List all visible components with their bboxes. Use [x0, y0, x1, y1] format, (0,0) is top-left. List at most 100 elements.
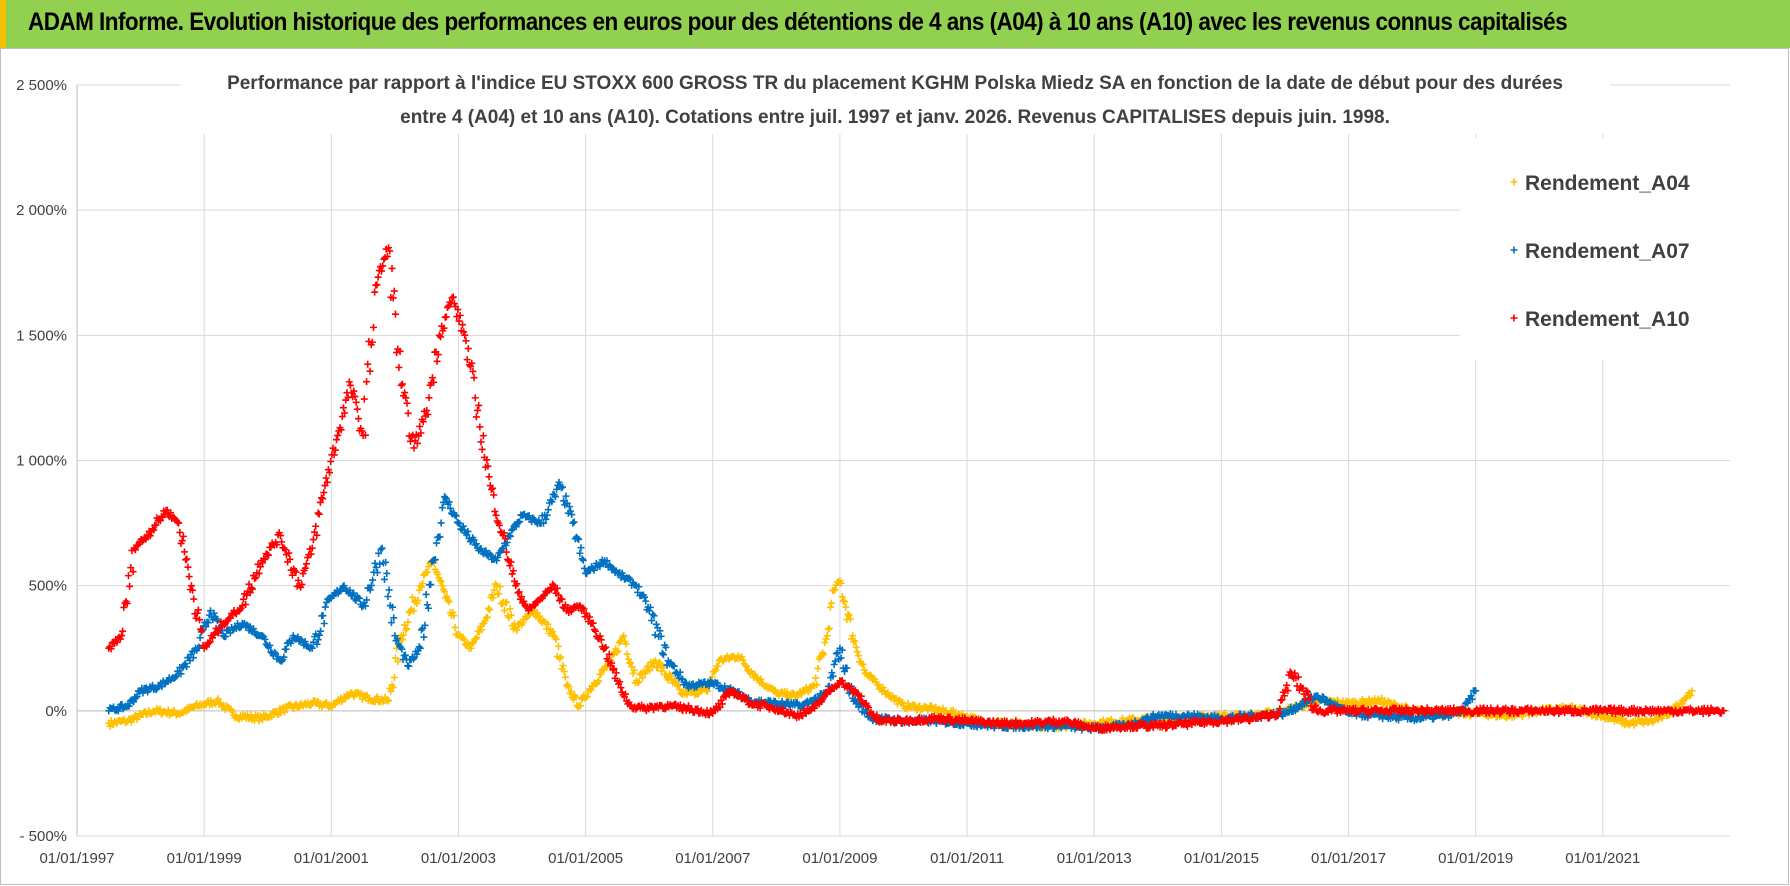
data-points [105, 244, 1728, 735]
data-point-interp [525, 512, 533, 520]
data-point-interp [814, 664, 822, 672]
x-tick-label: 01/01/2007 [675, 850, 750, 867]
data-point-interp [330, 451, 338, 459]
data-point-interp [421, 621, 429, 629]
data-point [474, 406, 482, 414]
data-point-interp [512, 523, 520, 531]
data-point-interp [1280, 692, 1288, 700]
data-point-interp [358, 603, 366, 611]
data-point-interp [333, 436, 341, 444]
data-point-interp [670, 662, 678, 670]
data-point-interp [280, 708, 288, 716]
data-point-interp [373, 569, 381, 577]
data-point-interp [567, 687, 575, 695]
data-point-interp [242, 601, 250, 608]
data-point-interp [460, 636, 468, 644]
data-point-interp [210, 609, 218, 617]
data-point-interp [596, 632, 604, 640]
data-point-interp [603, 557, 611, 565]
data-point-interp [393, 349, 401, 357]
data-point-interp [174, 518, 182, 526]
data-point-interp [150, 526, 158, 534]
data-point-interp [483, 613, 491, 621]
x-tick-label: 01/01/2015 [1184, 850, 1259, 867]
data-point [308, 644, 316, 652]
data-point-interp [1107, 715, 1115, 723]
data-point-interp [602, 643, 610, 651]
data-point-interp [113, 638, 121, 646]
data-point-interp [610, 665, 618, 673]
data-point [308, 544, 316, 552]
chart-frame [0, 48, 1789, 885]
data-point-interp [674, 682, 682, 690]
data-point-interp [309, 638, 317, 646]
x-tick-label: 01/01/2013 [1057, 850, 1132, 867]
data-point-interp [189, 654, 197, 662]
data-point-interp [1276, 705, 1284, 713]
data-point-interp [492, 511, 500, 519]
data-point-interp [873, 711, 881, 719]
data-point-interp [616, 678, 624, 686]
data-point-interp [469, 367, 477, 375]
data-point-interp [391, 654, 399, 662]
data-point-interp [1278, 696, 1286, 704]
data-point-interp [605, 650, 613, 658]
data-point [493, 557, 501, 565]
title-banner: ADAM Informe. Evolution historique des p… [0, 0, 1790, 48]
data-point-interp [874, 681, 882, 689]
data-point-interp [382, 558, 390, 566]
data-point-interp [565, 683, 573, 691]
data-point [410, 444, 418, 452]
data-point [397, 381, 405, 389]
data-point-interp [557, 653, 565, 661]
data-point-interp [558, 483, 566, 491]
data-point-interp [376, 560, 384, 568]
data-point-interp [403, 399, 411, 407]
data-point-interp [371, 288, 379, 296]
data-point [416, 644, 424, 652]
data-point-interp [387, 687, 395, 695]
data-point-interp [313, 531, 321, 539]
x-axis-ticks: 01/01/1997 01/01/1999 01/01/2001 01/01/2003… [39, 850, 1640, 867]
data-point-interp [369, 576, 377, 584]
data-point-interp [757, 675, 765, 683]
data-point-interp [1464, 699, 1472, 707]
data-point-interp [851, 637, 859, 645]
data-point-interp [1654, 716, 1662, 724]
data-point-interp [554, 642, 562, 650]
data-point-interp [622, 640, 630, 648]
data-point-interp [508, 570, 516, 578]
data-point-interp [391, 310, 399, 318]
data-point-interp [373, 693, 381, 701]
data-point-interp [319, 495, 327, 503]
data-point-interp [956, 717, 964, 725]
data-point-interp [307, 550, 315, 558]
data-point-interp [422, 590, 430, 598]
data-point-interp [273, 541, 281, 549]
data-point-interp [830, 661, 838, 668]
data-point-interp [543, 511, 551, 519]
data-point-interp [459, 321, 467, 329]
data-point-interp [192, 614, 200, 622]
data-point-interp [331, 446, 339, 454]
data-point-interp [261, 635, 269, 643]
data-point-interp [364, 360, 372, 368]
data-point-interp [576, 549, 584, 557]
data-point-interp [548, 498, 556, 506]
data-point-interp [574, 534, 582, 542]
data-point-interp [714, 679, 722, 687]
data-point-interp [428, 374, 436, 382]
data-point-interp [239, 595, 247, 603]
data-point-interp [383, 696, 391, 704]
data-point-interp [292, 568, 300, 576]
data-point-interp [659, 651, 667, 659]
banner-title: ADAM Informe. Evolution historique des p… [28, 8, 1568, 36]
data-point-interp [496, 583, 504, 591]
data-point-interp [375, 549, 383, 557]
data-point-interp [464, 527, 472, 535]
data-point-interp [417, 429, 425, 437]
data-point-interp [490, 586, 498, 594]
data-point-interp [638, 674, 646, 682]
data-point-interp [416, 422, 424, 430]
data-point-interp [368, 338, 376, 346]
